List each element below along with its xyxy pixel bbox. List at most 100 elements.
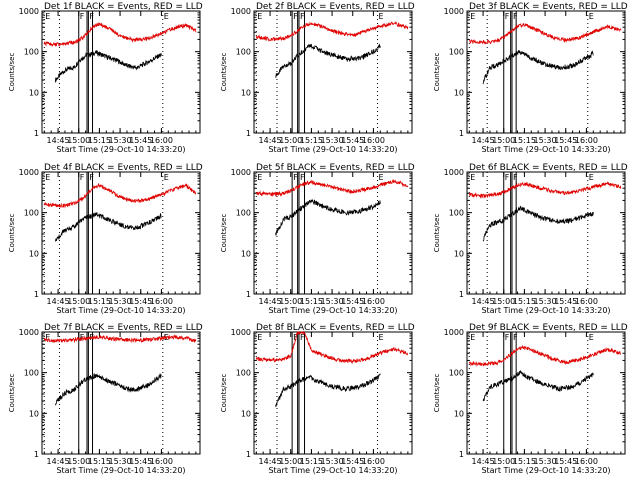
panel-title: Det 6f BLACK = Events, RED = LLD [469, 163, 628, 173]
x-tick-label: 14:45 [47, 136, 70, 145]
x-axis-label: Start Time (29-Oct-10 14:33:20) [268, 306, 397, 315]
x-tick-label: 15:00 [67, 297, 90, 306]
time-marker-label: E [589, 12, 594, 21]
x-tick-label: 15:45 [554, 136, 577, 145]
series-line-events [482, 205, 594, 242]
series-line-events [54, 50, 162, 83]
y-tick-label: 10 [241, 249, 251, 258]
x-tick-label: 15:30 [321, 136, 344, 145]
x-tick-label: 16:00 [575, 136, 598, 145]
x-tick-label: 15:30 [109, 297, 132, 306]
y-tick-label: 1 [459, 290, 464, 299]
plot-frame [41, 331, 201, 455]
x-tick-label: 15:45 [129, 297, 152, 306]
time-marker-label: E [379, 173, 384, 182]
time-marker-label: E [164, 12, 169, 21]
time-marker-label: F [293, 333, 298, 342]
series-line-events [54, 211, 162, 242]
time-marker-label: E [589, 173, 594, 182]
x-tick-label: 15:30 [109, 457, 132, 466]
y-tick-label: 1000 [231, 168, 251, 177]
time-marker-label: F [505, 12, 510, 21]
y-tick-label: 1 [34, 129, 39, 138]
time-marker-label: E [470, 173, 475, 182]
time-marker-label: E [257, 173, 262, 182]
series-line-events [482, 369, 594, 402]
y-tick-label: 1000 [231, 328, 251, 337]
time-marker-label: F [89, 173, 94, 182]
x-tick-label: 15:45 [554, 297, 577, 306]
y-axis-label: Counts/sec [433, 374, 441, 413]
time-marker-label: F [513, 12, 518, 21]
y-tick-label: 1000 [19, 7, 39, 16]
time-marker-label: F [300, 333, 305, 342]
panel-title: Det 4f BLACK = Events, RED = LLD [44, 163, 203, 173]
time-marker-label: F [80, 12, 85, 21]
y-tick-label: 1000 [444, 328, 464, 337]
x-tick-label: 15:45 [341, 457, 364, 466]
x-tick-label: 15:15 [300, 297, 323, 306]
x-tick-label: 16:00 [362, 297, 385, 306]
y-tick-label: 100 [24, 48, 39, 57]
y-axis-label: Counts/sec [433, 53, 441, 92]
y-tick-label: 10 [29, 409, 39, 418]
x-tick-label: 15:00 [67, 457, 90, 466]
y-axis-label: Counts/sec [220, 374, 228, 413]
panel-title: Det 3f BLACK = Events, RED = LLD [469, 2, 628, 12]
time-marker-label: F [505, 333, 510, 342]
y-tick-label: 10 [454, 409, 464, 418]
panel-title: Det 5f BLACK = Events, RED = LLD [256, 163, 415, 173]
y-tick-label: 10 [29, 88, 39, 97]
time-marker-label: F [293, 12, 298, 21]
x-tick-label: 16:00 [150, 457, 173, 466]
panel-det-9: Det 9f BLACK = Events, RED = LLD 1 10 100 10… [433, 323, 628, 475]
x-tick-label: 15:15 [88, 457, 111, 466]
y-tick-label: 100 [236, 209, 251, 218]
x-tick-label: 16:00 [575, 297, 598, 306]
y-tick-label: 1 [34, 290, 39, 299]
y-axis-label: Counts/sec [8, 53, 16, 92]
y-tick-label: 100 [236, 48, 251, 57]
panel-det-8: Det 8f BLACK = Events, RED = LLD 1 10 100 10… [220, 323, 415, 475]
panel-title: Det 8f BLACK = Events, RED = LLD [256, 323, 415, 333]
panel-title: Det 2f BLACK = Events, RED = LLD [256, 2, 415, 12]
time-marker-label: E [470, 12, 475, 21]
x-axis-label: Start Time (29-Oct-10 14:33:20) [268, 466, 397, 475]
y-tick-label: 10 [29, 249, 39, 258]
series-line-lld [468, 23, 622, 45]
x-tick-label: 15:45 [341, 136, 364, 145]
y-tick-label: 1000 [444, 7, 464, 16]
y-tick-label: 1000 [231, 7, 251, 16]
x-tick-label: 14:45 [472, 297, 495, 306]
time-marker-label: E [45, 173, 50, 182]
y-tick-label: 100 [449, 48, 464, 57]
x-tick-label: 15:30 [534, 136, 557, 145]
x-axis-label: Start Time (29-Oct-10 14:33:20) [56, 145, 185, 154]
x-tick-label: 14:45 [259, 136, 282, 145]
y-tick-label: 100 [236, 369, 251, 378]
series-line-lld [255, 330, 408, 364]
panel-title: Det 7f BLACK = Events, RED = LLD [44, 323, 203, 333]
x-tick-label: 14:45 [472, 136, 495, 145]
time-marker-label: F [505, 173, 510, 182]
y-tick-label: 1 [246, 129, 251, 138]
x-tick-label: 16:00 [362, 457, 385, 466]
y-tick-label: 100 [449, 369, 464, 378]
time-marker-label: F [513, 333, 518, 342]
y-tick-label: 1000 [444, 168, 464, 177]
y-axis-label: Counts/sec [433, 214, 441, 253]
x-tick-label: 15:00 [67, 136, 90, 145]
panel-det-1: Det 1f BLACK = Events, RED = LLD 1 10 100 10… [8, 2, 203, 154]
x-tick-label: 15:30 [321, 457, 344, 466]
x-tick-label: 15:00 [279, 297, 302, 306]
time-marker-label: E [589, 333, 594, 342]
x-tick-label: 16:00 [575, 457, 598, 466]
x-tick-label: 15:00 [492, 136, 515, 145]
plot-frame [253, 10, 413, 134]
x-tick-label: 15:45 [129, 136, 152, 145]
y-axis-label: Counts/sec [220, 53, 228, 92]
panel-det-3: Det 3f BLACK = Events, RED = LLD 1 10 100 10… [433, 2, 628, 154]
y-tick-label: 1000 [19, 168, 39, 177]
y-tick-label: 10 [454, 249, 464, 258]
